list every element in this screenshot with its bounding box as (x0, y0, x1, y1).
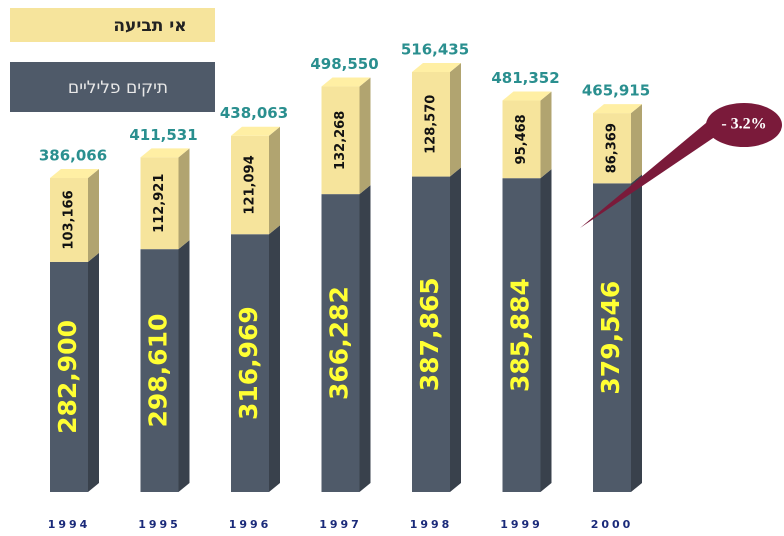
x-tick-label: 1995 (138, 518, 181, 531)
bar-segment (231, 234, 269, 492)
bar-side (269, 225, 280, 492)
bar-segment (50, 261, 88, 492)
annotation-pointer (580, 118, 722, 228)
segment-label: 112,921 (152, 174, 167, 233)
bar-side (88, 169, 99, 262)
total-label: 516,435 (401, 41, 469, 59)
bar-top (412, 63, 461, 72)
bar-segment (231, 135, 269, 235)
segment-label: 316,969 (234, 306, 263, 420)
segment-label: 385,884 (506, 278, 535, 392)
bar-top (50, 169, 99, 179)
segment-label: 387,865 (415, 277, 444, 391)
segment-label: 103,166 (62, 190, 77, 249)
bar-segment (593, 113, 631, 184)
bar-side (450, 167, 461, 492)
bar-segment (502, 100, 541, 179)
annotation-bubble (706, 103, 782, 147)
bar-segment (140, 249, 179, 492)
x-tick-label: 1994 (48, 518, 91, 531)
bar-side (631, 104, 642, 184)
total-label: 438,063 (220, 104, 288, 122)
bar-segment (140, 157, 179, 250)
bar-side (359, 185, 371, 492)
segment-label: 282,900 (53, 320, 82, 434)
annotation: - 3.2% (580, 103, 782, 228)
segment-label: 379,546 (596, 281, 625, 395)
x-tick-label: 1998 (410, 518, 453, 531)
total-label: 498,550 (310, 55, 378, 73)
bar-side (88, 252, 99, 492)
segment-label: 95,468 (514, 114, 529, 164)
bar-side (359, 77, 371, 195)
total-label: 481,352 (491, 69, 559, 87)
segment-label: 132,268 (333, 111, 348, 170)
total-label: 465,915 (582, 82, 650, 100)
bar-top (140, 148, 190, 158)
x-tick-label: 2000 (591, 518, 634, 531)
x-tick-label: 1997 (319, 518, 362, 531)
bar-side (450, 63, 461, 177)
segment-label: 121,094 (243, 155, 258, 214)
bar-top (321, 77, 371, 87)
segment-label: 86,369 (605, 123, 620, 173)
annotation-text: - 3.2% (721, 116, 766, 133)
bar-segment (50, 178, 88, 262)
segment-label: 366,282 (325, 286, 354, 400)
bar-side (269, 126, 280, 235)
bar-segment (593, 183, 631, 492)
x-tick-label: 1996 (229, 518, 272, 531)
bar-side (178, 148, 190, 250)
legend-label: אי תביעה (113, 16, 186, 36)
x-tick-label: 1999 (500, 518, 543, 531)
bar-segment (412, 72, 450, 177)
legend-label: תיקים פליליים (68, 78, 168, 98)
bar-top (231, 126, 280, 136)
bar-segment (321, 194, 360, 492)
bar-top (593, 104, 642, 114)
bar-side (540, 169, 552, 492)
total-label: 386,066 (39, 147, 107, 165)
segment-label: 128,570 (424, 95, 439, 154)
legend-swatch (10, 8, 215, 42)
legend-swatch (10, 62, 215, 112)
bar-segment (321, 86, 360, 195)
bar-side (540, 91, 552, 179)
bar-segment (502, 178, 541, 492)
bar-segment (412, 176, 450, 492)
segment-label: 298,610 (144, 314, 173, 428)
bar-side (178, 240, 190, 492)
bar-side (631, 174, 642, 492)
total-label: 411,531 (129, 126, 197, 144)
bar-top (502, 91, 552, 101)
